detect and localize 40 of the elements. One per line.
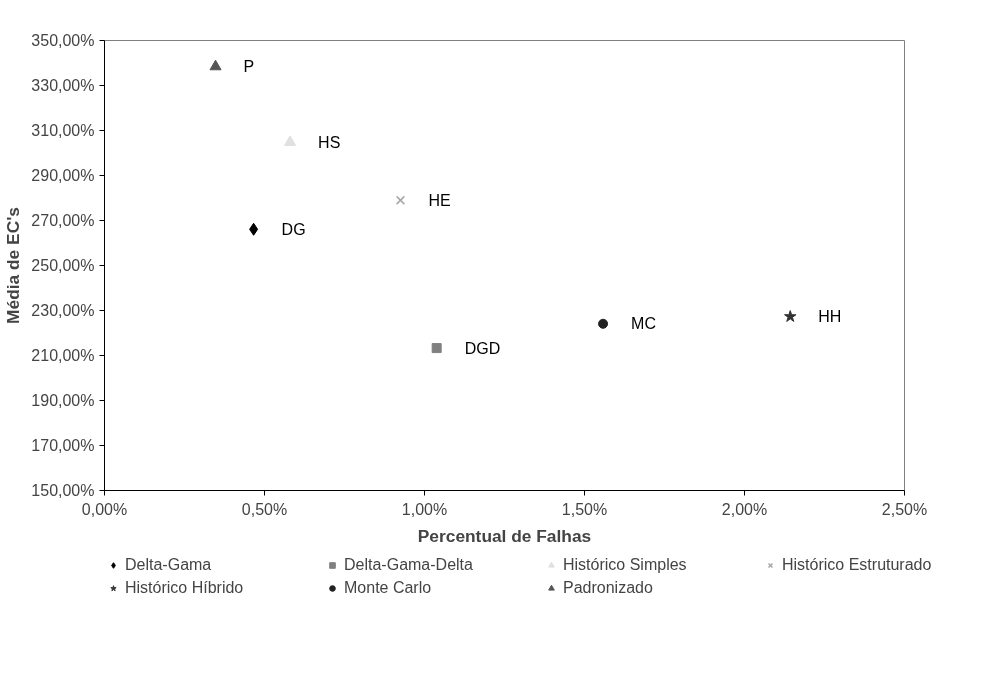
y-tick-label: 190,00% bbox=[31, 392, 95, 409]
y-tick-label: 150,00% bbox=[31, 482, 95, 499]
annotation: HE bbox=[428, 191, 451, 209]
y-tick-label: 270,00% bbox=[31, 212, 95, 229]
annotation: HH bbox=[818, 308, 842, 326]
y-tick-label: 310,00% bbox=[31, 122, 95, 139]
annotation: MC bbox=[631, 315, 656, 333]
point bbox=[209, 59, 222, 71]
point bbox=[598, 318, 609, 329]
legend-label: Delta-Gama-Delta bbox=[344, 555, 474, 574]
legend-label: Histórico Simples bbox=[563, 555, 688, 574]
legend-label: Histórico Híbrido bbox=[125, 579, 245, 598]
annotation: P bbox=[243, 58, 255, 76]
point bbox=[249, 222, 259, 236]
point bbox=[284, 135, 297, 146]
x-tick-label: 0,00% bbox=[81, 500, 128, 518]
legend-label: Delta-Gama bbox=[125, 555, 213, 574]
y-tick-label: 290,00% bbox=[31, 167, 95, 184]
x-tick-label: 2,00% bbox=[721, 500, 768, 518]
y-tick-label: 250,00% bbox=[31, 257, 95, 274]
legend-label: Histórico Estruturado bbox=[782, 555, 933, 574]
x-tick-label: 0,50% bbox=[241, 500, 288, 518]
annotation: DGD bbox=[464, 339, 501, 357]
legend-label: Padronizado bbox=[563, 579, 654, 598]
x-axis-title: Percentual de Falhas bbox=[417, 525, 592, 546]
y-axis-title: Média de EC's bbox=[3, 207, 24, 324]
y-tick-label: 350,00% bbox=[31, 32, 95, 49]
x-tick-label: 1,50% bbox=[561, 500, 608, 518]
y-tick-label: 170,00% bbox=[31, 437, 95, 454]
annotation: HS bbox=[318, 133, 341, 151]
y-tick-label: 330,00% bbox=[31, 77, 95, 94]
x-tick-label: 2,50% bbox=[881, 500, 928, 518]
annotation: DG bbox=[281, 220, 306, 238]
y-tick-label: 230,00% bbox=[31, 302, 95, 319]
x-tick-label: 1,00% bbox=[401, 500, 448, 518]
point bbox=[395, 195, 406, 205]
y-tick-label: 210,00% bbox=[31, 347, 95, 364]
point bbox=[431, 343, 442, 354]
legend-label: Monte Carlo bbox=[344, 579, 433, 598]
point bbox=[784, 310, 797, 322]
